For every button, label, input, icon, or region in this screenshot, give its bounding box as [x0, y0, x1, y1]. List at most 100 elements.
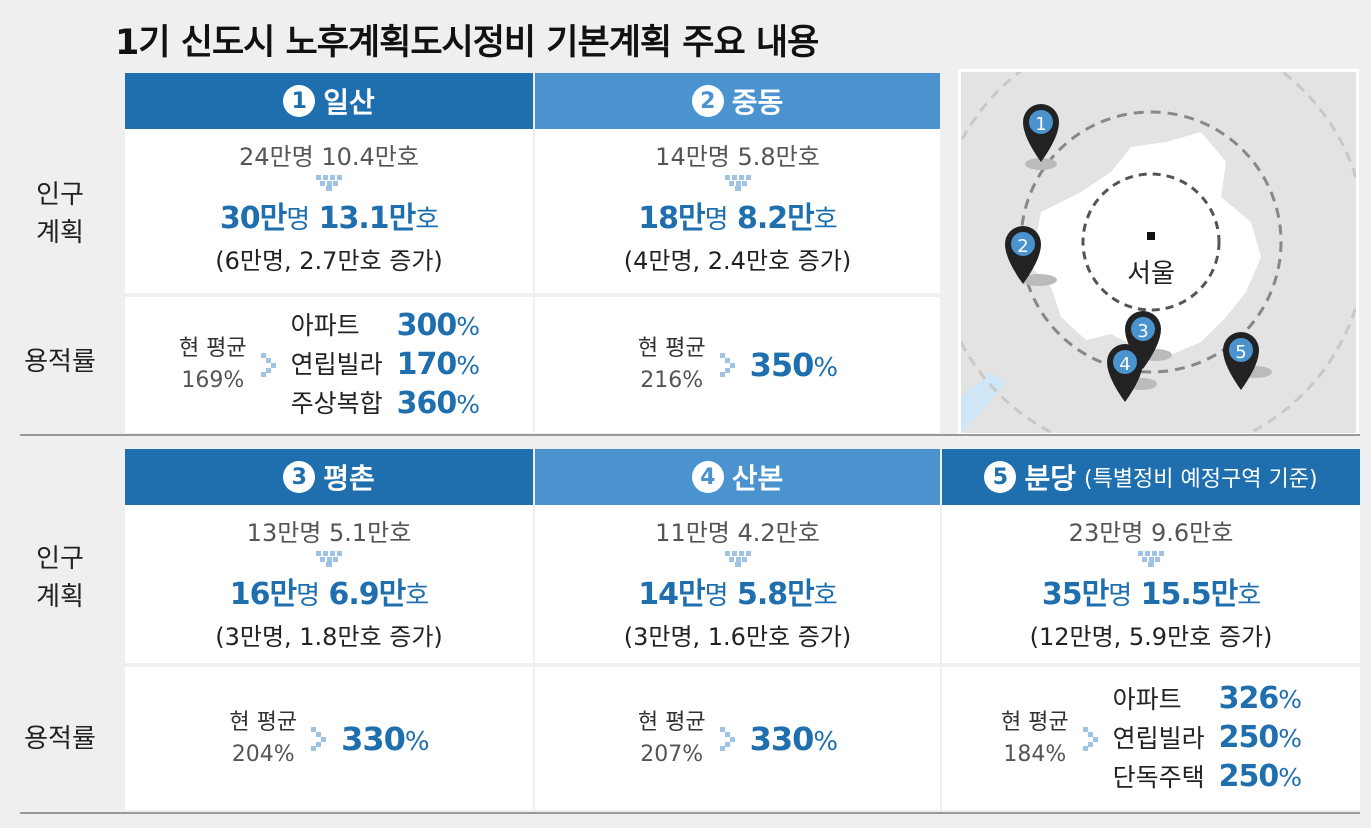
- label-line-2: 계획: [36, 582, 84, 612]
- down-arrow-icon: [1138, 551, 1164, 567]
- population-before: 23만명 9.6만호: [1068, 519, 1234, 547]
- city-note: (특별정비 예정구역 기준): [1083, 467, 1318, 492]
- chevron-right-icon: [260, 353, 276, 377]
- far-item-label: 연립빌라: [1112, 723, 1205, 753]
- far-item-label: 연립빌라: [290, 350, 383, 379]
- far-item-row: 아파트 326%: [1112, 680, 1302, 719]
- population-after: 35만명 15.5만호: [942, 569, 1360, 613]
- label-line-2: 계획: [36, 218, 84, 248]
- far-target-pct: %: [404, 726, 430, 757]
- location-map: 서울 1 2 3 4 5: [958, 69, 1359, 436]
- far-target-number: 330: [341, 719, 406, 758]
- far-item-number: 170: [396, 346, 458, 382]
- population-increase: (3만명, 1.8만호 증가): [215, 623, 443, 651]
- chevron-right-icon: [719, 353, 735, 377]
- city-header-pyeongchon: 3 평촌: [125, 449, 533, 505]
- far-cell-ilsan: 현 평균 169% 아파트 300% 연립빌라 170% 주상복합 360%: [125, 297, 533, 433]
- far-item-row: 단독주택 250%: [1113, 758, 1302, 797]
- far-current-label: 현 평균: [229, 709, 298, 735]
- city-name: 산본: [731, 462, 784, 495]
- down-arrow-icon: [316, 551, 342, 567]
- row-label-population-bottom: 인구 계획: [0, 540, 120, 616]
- far-cell-pyeongchon: 현 평균 204% 330%: [125, 667, 533, 810]
- far-item-number: 300: [396, 307, 458, 343]
- city-name: 일산: [323, 86, 375, 119]
- population-before: 24만명 10.4만호: [239, 143, 419, 171]
- pin-label: 4: [1119, 354, 1130, 375]
- city-name: 분당: [1024, 462, 1076, 495]
- far-item-pct: %: [456, 350, 480, 380]
- population-before: 14만명 5.8만호: [655, 143, 820, 171]
- city-header-bundang: 5 분당 (특별정비 예정구역 기준): [942, 449, 1360, 505]
- city-number-badge: 4: [691, 461, 724, 493]
- far-current-value: 207%: [640, 741, 704, 767]
- far-target-pct: %: [813, 726, 838, 757]
- far-target: 350%: [750, 346, 839, 384]
- population-before: 11만명 4.2만호: [655, 519, 820, 547]
- far-target: 330%: [341, 719, 430, 758]
- population-increase: (12만명, 5.9만호 증가): [1029, 623, 1273, 651]
- people-unit: 명: [704, 205, 729, 235]
- pin-2: 2: [1005, 226, 1057, 286]
- city-header-sanbon: 4 산본: [535, 449, 940, 505]
- far-item-pct: %: [1278, 763, 1302, 792]
- far-items-table: 아파트 300% 연립빌라 170% 주상복합 360%: [290, 307, 480, 424]
- city-number-badge: 2: [691, 85, 724, 117]
- far-cell-bundang: 현 평균 184% 아파트 326% 연립빌라 250% 단독주택 250%: [942, 667, 1360, 810]
- down-arrow-icon: [724, 551, 751, 567]
- chevron-right-icon: [1082, 726, 1098, 751]
- row-label-far-top: 용적률: [24, 347, 96, 377]
- far-item-value: 360%: [396, 385, 480, 424]
- far-current-label: 현 평균: [637, 336, 706, 361]
- divider-line: [20, 434, 1360, 436]
- city-header-ilsan: 1 일산: [125, 73, 533, 129]
- pin-1: 1: [1023, 104, 1059, 170]
- far-item-row: 주상복합 360%: [290, 385, 480, 424]
- people-unit: 명: [296, 581, 320, 611]
- people-value: 30만: [219, 201, 287, 236]
- house-unit: 호: [1237, 581, 1261, 611]
- far-current-label: 현 평균: [178, 336, 247, 361]
- far-item-number: 250: [1218, 759, 1280, 794]
- far-item-pct: %: [1278, 685, 1302, 714]
- label-line-1: 인구: [36, 180, 84, 210]
- population-after: 14만명 5.8만호: [535, 569, 940, 613]
- label-line-1: 인구: [36, 544, 84, 574]
- population-increase: (3만명, 1.6만호 증가): [623, 623, 852, 651]
- far-target-pct: %: [813, 353, 838, 383]
- far-current-label: 현 평균: [1000, 709, 1069, 735]
- population-cell-pyeongchon: 13만명 5.1만호 16만명 6.9만호 (3만명, 1.8만호 증가): [125, 505, 533, 663]
- far-current-value: 204%: [231, 741, 295, 767]
- far-item-pct: %: [456, 311, 480, 341]
- far-item-value: 300%: [396, 307, 480, 346]
- pin-4: 4: [1107, 344, 1157, 402]
- population-after: 30만명 13.1만호: [125, 193, 533, 237]
- far-item-label: 주상복합: [290, 389, 383, 418]
- far-item-number: 250: [1218, 720, 1280, 755]
- far-item-label: 아파트: [290, 311, 360, 340]
- people-unit: 명: [286, 205, 310, 235]
- row-label-far-bottom: 용적률: [24, 724, 96, 754]
- population-cell-jungdong: 14만명 5.8만호 18만명 8.2만호 (4만명, 2.4만호 증가): [535, 129, 940, 293]
- page-title: 1기 신도시 노후계획도시정비 기본계획 주요 내용: [115, 23, 819, 63]
- far-item-label: 아파트: [1112, 684, 1182, 714]
- city-header-jungdong: 2 중동: [535, 73, 940, 129]
- population-increase: (4만명, 2.4만호 증가): [623, 247, 852, 275]
- population-cell-ilsan: 24만명 10.4만호 30만명 13.1만호 (6만명, 2.7만호 증가): [125, 129, 533, 293]
- house-value: 8.2만: [737, 201, 815, 236]
- far-item-number: 326: [1218, 681, 1280, 716]
- pin-label: 2: [1017, 236, 1028, 257]
- far-target-number: 330: [749, 719, 815, 758]
- city-name: 평촌: [323, 462, 375, 495]
- house-value: 15.5만: [1140, 577, 1239, 612]
- far-item-number: 360: [396, 385, 458, 421]
- far-current: 현 평균 207%: [638, 707, 706, 771]
- house-unit: 호: [405, 581, 429, 611]
- map-graphic: 서울 1 2 3 4 5: [961, 72, 1356, 433]
- people-value: 16만: [229, 577, 297, 612]
- far-item-value: 250%: [1218, 758, 1302, 797]
- people-value: 14만: [638, 577, 705, 612]
- house-value: 5.8만: [737, 577, 815, 612]
- far-current: 현 평균 169%: [179, 333, 247, 397]
- city-number-badge: 5: [984, 461, 1017, 493]
